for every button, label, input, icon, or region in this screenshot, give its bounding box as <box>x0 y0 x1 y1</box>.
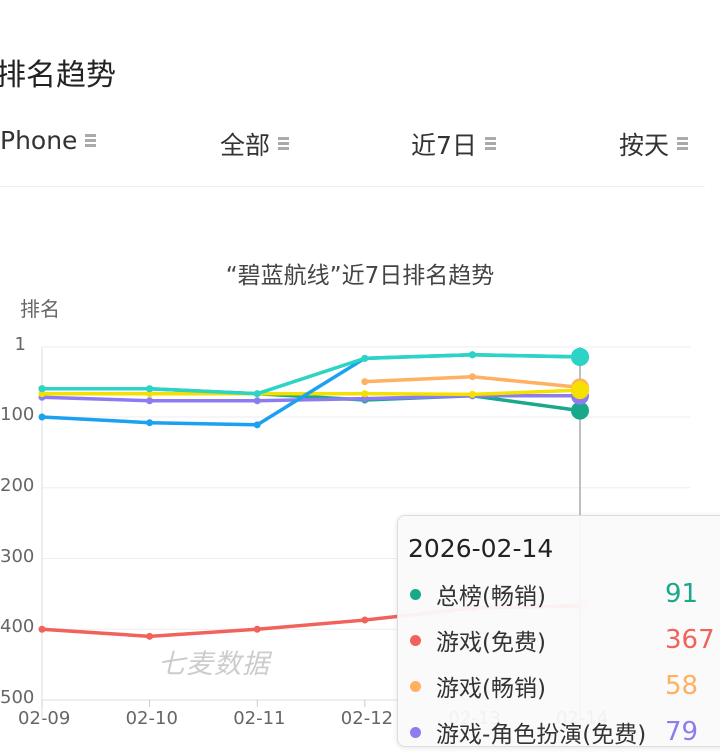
y-tick-label: 1 <box>14 334 26 355</box>
category-filter[interactable]: 全部 <box>220 126 290 162</box>
tooltip-series-label: 游戏(畅销) <box>436 676 546 702</box>
data-point[interactable] <box>38 625 46 633</box>
data-point[interactable] <box>571 401 589 420</box>
series-line <box>41 394 580 403</box>
y-tick-label: 200 <box>0 474 35 496</box>
series-dot-icon <box>410 588 421 600</box>
data-point[interactable] <box>361 354 369 362</box>
period-filter[interactable]: 近7日 <box>411 126 496 162</box>
granularity-filter[interactable]: 按天 <box>619 126 689 162</box>
data-point[interactable] <box>146 632 154 640</box>
y-tick-label: 400 <box>0 616 35 638</box>
y-tick-label: 500 <box>0 687 35 708</box>
tooltip-series-label: 总榜(畅销) <box>436 584 546 610</box>
data-point[interactable] <box>146 390 154 398</box>
data-point[interactable] <box>38 390 46 398</box>
data-point[interactable] <box>361 395 369 403</box>
series-dot-icon <box>410 680 421 692</box>
data-point[interactable] <box>468 351 476 359</box>
tooltip-date: 2026-02-14 <box>408 534 554 563</box>
tooltip-series-value: 79 <box>665 717 699 747</box>
series-line <box>42 388 581 397</box>
filter-label: 近7日 <box>411 131 477 160</box>
tooltip-row: 游戏(免费) 367 <box>410 620 720 660</box>
page-title: 排名趋势 <box>0 58 116 93</box>
data-point[interactable] <box>571 381 589 400</box>
menu-icon <box>85 133 97 148</box>
menu-icon <box>278 137 290 151</box>
y-axis-label: 排名 <box>20 297 60 321</box>
menu-icon <box>484 137 496 151</box>
tooltip-series-value: 91 <box>665 579 699 609</box>
tooltip-row: 游戏-角色扮演(免费) 79 <box>410 712 720 752</box>
data-point[interactable] <box>468 390 476 398</box>
series-line <box>42 353 581 396</box>
data-point[interactable] <box>571 347 589 366</box>
data-point[interactable] <box>361 616 369 624</box>
y-tick-label: 100 <box>0 404 35 426</box>
data-point[interactable] <box>38 385 46 393</box>
filter-label: Phone <box>0 126 78 155</box>
device-filter[interactable]: Phone <box>0 126 97 155</box>
data-point[interactable] <box>361 378 369 386</box>
data-point[interactable] <box>253 390 261 398</box>
y-tick-label: 300 <box>0 545 35 567</box>
series-dot-icon <box>410 634 421 646</box>
data-point[interactable] <box>146 419 154 427</box>
data-point[interactable] <box>38 413 46 421</box>
data-point[interactable] <box>253 625 261 633</box>
filter-label: 全部 <box>220 131 271 160</box>
data-point[interactable] <box>361 390 369 398</box>
menu-icon <box>677 137 689 151</box>
data-point[interactable] <box>253 421 261 429</box>
chart-title: “碧蓝航线”近7日排名趋势 <box>225 263 495 289</box>
tooltip-series-label: 游戏-角色扮演(免费) <box>436 722 647 748</box>
watermark: 七麦数据 <box>158 649 270 680</box>
tooltip: 2026-02-14 总榜(畅销) 91 游戏(免费) 367 游戏(畅销) 58 游戏-角… <box>397 515 720 748</box>
series-dot-icon <box>410 726 421 738</box>
data-point[interactable] <box>146 397 154 405</box>
data-point[interactable] <box>253 397 261 405</box>
tooltip-series-value: 58 <box>665 671 699 701</box>
tooltip-series-label: 游戏(免费) <box>436 630 546 656</box>
data-point[interactable] <box>146 385 154 393</box>
divider <box>0 186 705 187</box>
tooltip-series-value: 367 <box>665 625 715 655</box>
data-point[interactable] <box>468 373 476 381</box>
tooltip-row: 游戏(畅销) 58 <box>410 666 720 706</box>
filter-label: 按天 <box>619 131 670 160</box>
tooltip-row: 总榜(畅销) 91 <box>410 574 720 614</box>
